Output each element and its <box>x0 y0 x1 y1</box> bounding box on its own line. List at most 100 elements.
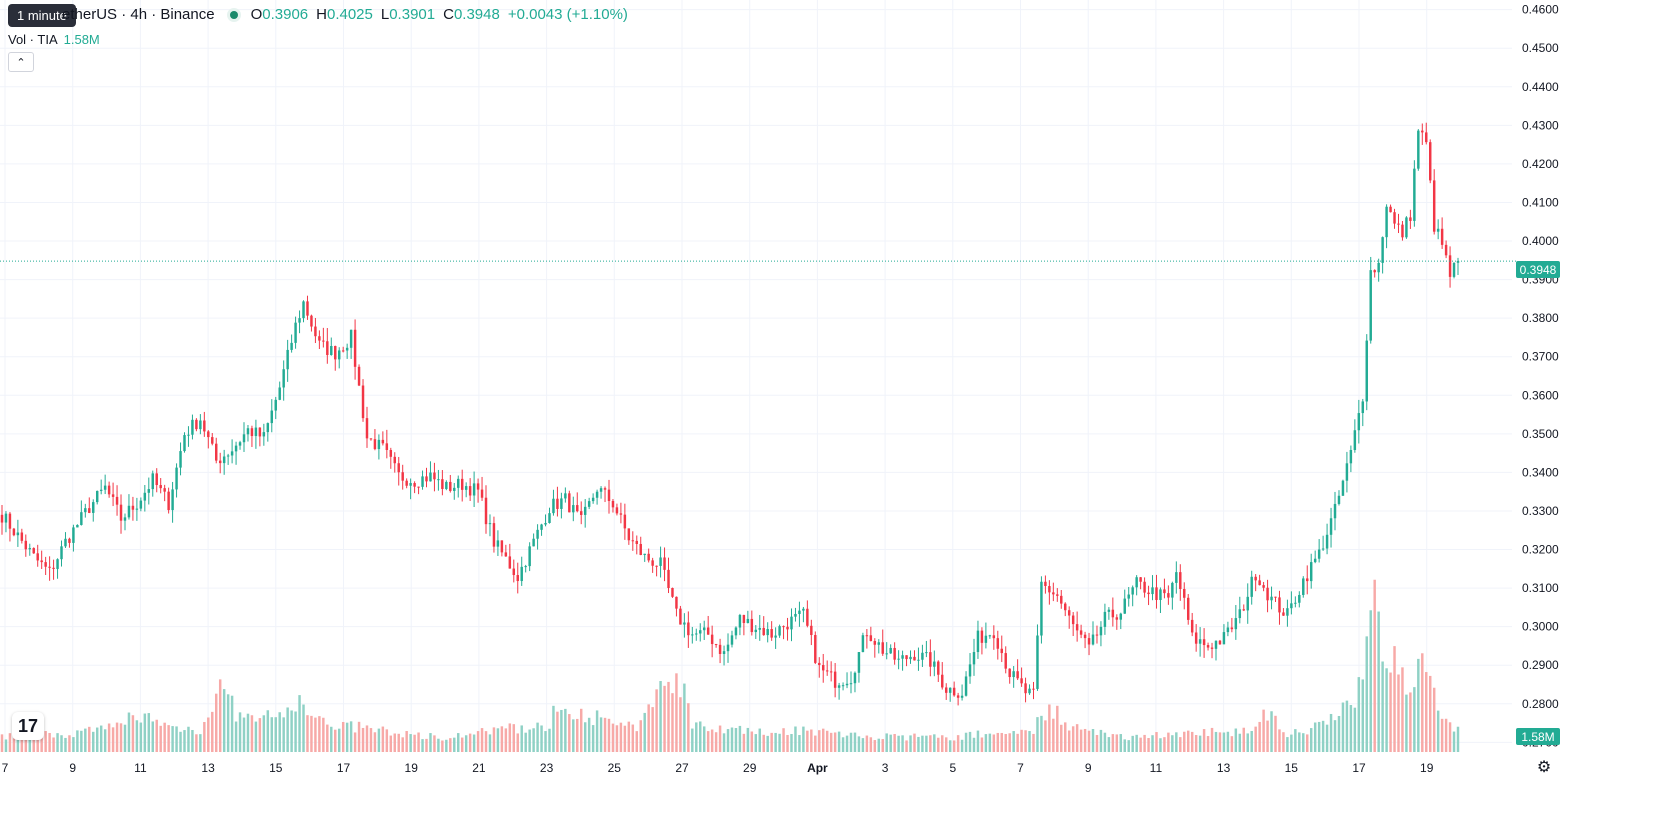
volume-bar <box>893 733 896 752</box>
gear-icon[interactable]: ⚙ <box>1536 759 1552 776</box>
candle-body <box>829 671 833 673</box>
x-tick-label: 7 <box>2 761 9 775</box>
candle-body <box>24 540 28 550</box>
volume-bar <box>917 736 920 752</box>
candle-body <box>1349 450 1353 464</box>
volume-bar <box>1452 731 1456 752</box>
candle-body <box>1246 596 1249 611</box>
volume-bar <box>1254 726 1257 752</box>
symbol-title[interactable]: etherUS · 4h · Binance <box>62 6 215 23</box>
volume-bar <box>556 711 559 752</box>
candle-body <box>0 514 4 523</box>
candle-body <box>532 538 535 547</box>
candle-body <box>464 486 468 490</box>
volume-bar <box>635 731 638 752</box>
x-tick-label: 17 <box>337 761 351 775</box>
volume-bar <box>464 735 468 752</box>
candle-body <box>1440 228 1444 245</box>
candle-body <box>1353 430 1357 451</box>
volume-bar <box>992 734 996 752</box>
volume-bar <box>230 695 234 752</box>
candle-body <box>1286 608 1289 616</box>
volume-bar <box>1151 735 1154 752</box>
candle-body <box>1016 671 1019 679</box>
volume-bar <box>929 735 932 752</box>
candle-body <box>159 485 162 489</box>
candle-body <box>492 523 496 547</box>
candle-body <box>72 527 75 543</box>
volume-bar <box>1000 732 1003 752</box>
candle-body <box>893 647 896 660</box>
high-label: H <box>316 6 327 23</box>
x-tick-label: 29 <box>743 761 757 775</box>
volume-bar <box>131 715 135 752</box>
x-tick-label: 23 <box>540 761 554 775</box>
volume-bar <box>671 693 674 752</box>
y-tick-label: 0.4400 <box>1522 80 1559 94</box>
volume-bar <box>873 740 877 752</box>
candle-body <box>262 432 266 437</box>
candle-body <box>389 449 393 457</box>
x-tick-label: 15 <box>269 761 283 775</box>
candle-body <box>131 505 135 510</box>
market-status-icon[interactable] <box>226 7 241 22</box>
volume-bar <box>663 685 666 752</box>
volume-bar <box>155 719 158 752</box>
candle-body <box>441 479 444 489</box>
volume-bar <box>326 724 329 752</box>
candle-body <box>679 608 682 625</box>
volume-bar <box>1286 737 1289 752</box>
volume-bar <box>544 731 547 752</box>
volume-bar <box>250 715 254 752</box>
volume-bar <box>695 722 698 752</box>
volume-bar <box>1333 720 1337 752</box>
candle-body <box>687 622 690 636</box>
volume-bar <box>988 733 992 752</box>
tradingview-logo-icon[interactable]: 17 <box>12 712 44 740</box>
volume-bar <box>532 728 535 752</box>
collapse-legend-button[interactable]: ⌃ <box>8 52 34 72</box>
volume-bar <box>28 737 32 752</box>
candle-body <box>1266 587 1269 601</box>
candle-body <box>1341 480 1345 496</box>
candle-body <box>417 486 420 488</box>
volume-bar <box>702 726 706 752</box>
volume-bar <box>1230 736 1234 752</box>
candle-body <box>326 341 329 356</box>
volume-bar <box>627 721 631 752</box>
candle-body <box>508 556 512 569</box>
candle-body <box>135 508 139 510</box>
candle-body <box>1064 603 1067 611</box>
volume-legend[interactable]: Vol · TIA 1.58M <box>8 32 100 47</box>
candle-body <box>1139 577 1142 582</box>
candle-body <box>16 532 20 536</box>
volume-bar <box>1214 731 1218 752</box>
volume-bar <box>611 723 615 752</box>
candle-body <box>941 674 944 688</box>
candle-body <box>544 523 547 525</box>
volume-bar <box>576 718 579 752</box>
volume-bar <box>139 722 143 752</box>
candle-body <box>1397 223 1400 225</box>
candle-body <box>623 514 627 529</box>
volume-bar <box>1032 733 1035 752</box>
volume-bar <box>377 728 381 752</box>
candle-body <box>107 485 111 495</box>
volume-bar <box>837 731 841 752</box>
candle-body <box>587 501 591 507</box>
volume-bar <box>20 739 24 752</box>
volume-bar <box>512 724 516 752</box>
candle-body <box>595 491 599 498</box>
volume-bar <box>758 728 761 752</box>
candle-body <box>1337 495 1341 504</box>
close-label: C <box>443 6 454 23</box>
candle-body <box>302 301 305 319</box>
volume-bar <box>163 722 166 752</box>
volume-bar <box>1016 733 1019 752</box>
y-tick-label: 0.4200 <box>1522 157 1559 171</box>
candle-body <box>99 489 103 491</box>
candle-body <box>179 451 182 468</box>
candle-body <box>619 513 623 515</box>
volume-bar <box>437 738 440 752</box>
